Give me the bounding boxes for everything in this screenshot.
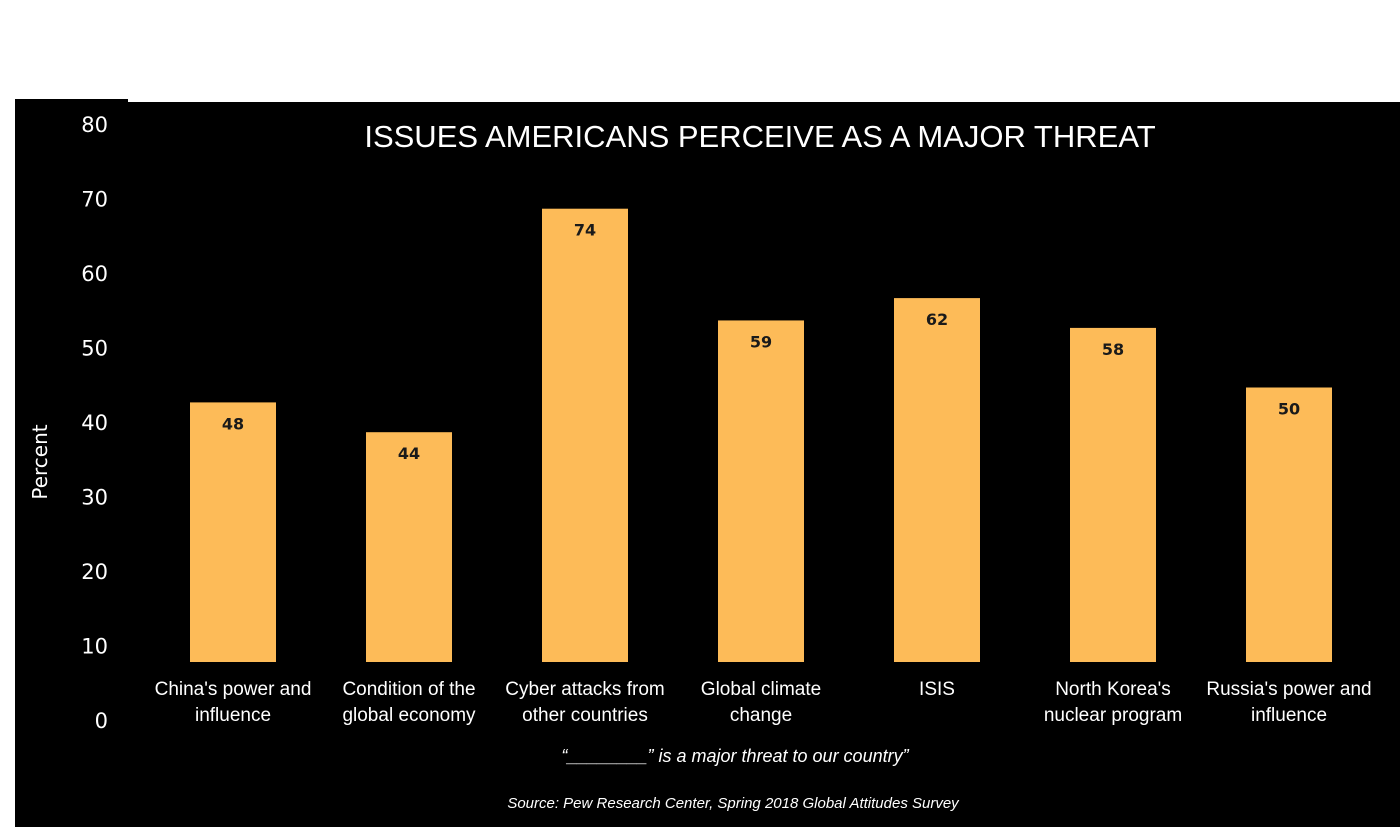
category-label-4-line-0: ISIS: [919, 679, 955, 700]
chart-title: ISSUES AMERICANS PERCEIVE AS A MAJOR THR…: [364, 119, 1155, 154]
category-label-3-line-0: Global climate: [701, 679, 821, 700]
y-tick-70: 70: [81, 188, 108, 212]
y-tick-10: 10: [81, 635, 108, 659]
bar-0: [190, 402, 276, 662]
category-label-1-line-0: Condition of the: [342, 679, 475, 700]
value-label-5: 58: [1102, 340, 1124, 359]
y-tick-80: 80: [81, 113, 108, 137]
value-label-3: 59: [750, 332, 772, 351]
category-label-6-line-1: influence: [1251, 705, 1327, 726]
source-note: Source: Pew Research Center, Spring 2018…: [507, 795, 960, 812]
y-tick-60: 60: [81, 262, 108, 286]
category-label-2-line-0: Cyber attacks from: [505, 679, 664, 700]
category-label-2-line-1: other countries: [522, 705, 648, 726]
y-tick-20: 20: [81, 560, 108, 584]
category-label-3-line-1: change: [730, 705, 792, 726]
category-label-6-line-0: Russia's power and: [1206, 679, 1371, 700]
x-axis-caption: “________” is a major threat to our coun…: [561, 746, 909, 766]
y-tick-40: 40: [81, 411, 108, 435]
y-tick-0: 0: [95, 709, 108, 733]
bars: [190, 208, 1332, 662]
value-label-0: 48: [222, 414, 244, 433]
value-labels: 48 44 74 59 62 58 50: [222, 221, 1300, 464]
y-tick-30: 30: [81, 486, 108, 510]
value-label-4: 62: [926, 310, 948, 329]
value-label-6: 50: [1278, 400, 1300, 419]
bar-2: [542, 208, 628, 662]
bar-4: [894, 298, 980, 662]
y-axis-ticks: 0 10 20 30 40 50 60 70 80: [81, 113, 108, 733]
y-tick-50: 50: [81, 337, 108, 361]
category-label-5-line-1: nuclear program: [1044, 705, 1182, 726]
y-axis-label: Percent: [28, 424, 52, 499]
value-label-1: 44: [398, 444, 420, 463]
bar-3: [718, 320, 804, 662]
category-label-0-line-0: China's power and: [155, 679, 312, 700]
category-label-1-line-1: global economy: [342, 705, 476, 726]
value-label-2: 74: [574, 221, 596, 240]
panel-top-edge: [128, 99, 1400, 102]
bar-1: [366, 432, 452, 662]
category-labels: China's power and influence Condition of t…: [155, 679, 1372, 726]
bar-6: [1246, 387, 1332, 662]
category-label-0-line-1: influence: [195, 705, 271, 726]
category-label-5-line-0: North Korea's: [1055, 679, 1171, 700]
bar-5: [1070, 327, 1156, 662]
